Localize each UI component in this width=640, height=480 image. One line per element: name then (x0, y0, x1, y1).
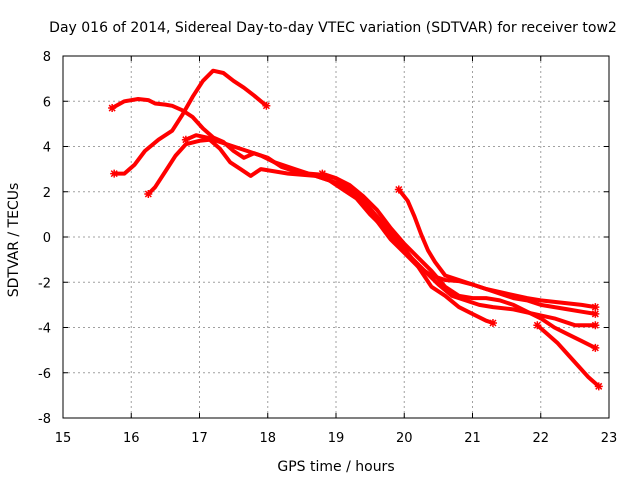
series-6-end-marker (591, 309, 600, 318)
series-1-line (110, 97, 598, 310)
chart-title: Day 016 of 2014, Sidereal Day-to-day VTE… (49, 20, 617, 36)
series-5-line (320, 171, 598, 350)
series-3-end-marker (591, 321, 600, 330)
y-tick-label: 6 (43, 95, 51, 110)
x-tick-label: 21 (464, 431, 481, 446)
x-axis-label: GPS time / hours (277, 459, 394, 475)
x-tick-label: 20 (396, 431, 413, 446)
series-7-end-marker (594, 382, 603, 391)
x-tick-label: 19 (328, 431, 345, 446)
y-tick-label: 4 (43, 141, 51, 156)
x-tick-label: 23 (601, 431, 618, 446)
x-tick-label: 17 (191, 431, 208, 446)
series-7-line (535, 323, 601, 389)
y-axis-label: SDTVAR / TECUs (6, 183, 22, 298)
series-4-line (183, 133, 495, 325)
series-2-line (112, 68, 269, 176)
y-tick-label: -8 (38, 412, 51, 427)
axis-ticks: 15 16 17 18 19 20 21 22 23 -8 -6 -4 -2 0 2 4 6 8 (38, 50, 617, 446)
series-4-start-marker (181, 135, 190, 144)
series-1-start-marker (108, 104, 117, 113)
y-tick-label: 0 (43, 231, 51, 246)
series-3-line (146, 137, 598, 328)
series-4-end-marker (488, 318, 497, 327)
y-tick-label: 2 (43, 186, 51, 201)
series-7-start-marker (533, 321, 542, 330)
x-tick-label: 18 (259, 431, 276, 446)
y-tick-label: -4 (38, 322, 51, 337)
y-tick-label: 8 (43, 50, 51, 65)
x-tick-label: 15 (55, 431, 72, 446)
series-2-end-marker (262, 101, 271, 110)
x-tick-label: 22 (532, 431, 549, 446)
series-6-line (396, 187, 598, 316)
series-3-start-marker (144, 190, 153, 199)
y-tick-label: -2 (38, 276, 51, 291)
series-5-start-marker (318, 169, 327, 178)
data-series (108, 68, 603, 391)
x-tick-label: 16 (123, 431, 140, 446)
grid-lines (63, 56, 609, 418)
series-1-end-marker (591, 303, 600, 312)
series-5-end-marker (591, 343, 600, 352)
series-2-start-marker (110, 169, 119, 178)
y-tick-label: -6 (38, 367, 51, 382)
series-6-start-marker (394, 185, 403, 194)
